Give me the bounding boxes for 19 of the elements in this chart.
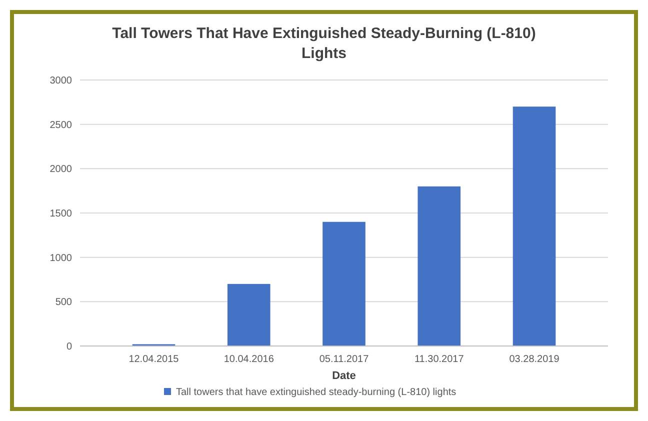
bar — [227, 284, 270, 346]
y-tick-label: 2000 — [50, 164, 72, 176]
y-tick-label: 3000 — [50, 76, 72, 86]
x-tick-label: 12.04.2015 — [128, 354, 180, 365]
x-tick-label: 05.11.2017 — [319, 354, 370, 365]
chart-title: Tall Towers That Have Extinguished Steady-Burning (L-810) Lights — [112, 25, 536, 62]
x-tick-label: 03.28.2019 — [509, 354, 560, 365]
bar — [418, 186, 461, 346]
legend-label: Tall towers that have extinguished steady-burning (L-810) lights — [176, 387, 456, 398]
y-tick-label: 1000 — [50, 252, 72, 264]
x-axis-title: Date — [332, 370, 356, 382]
x-tick-label: 10.04.2016 — [224, 354, 274, 365]
bar — [322, 222, 366, 346]
y-tick-label: 0 — [66, 342, 72, 352]
y-tick-label: 1500 — [50, 208, 72, 220]
y-tick-label: 500 — [55, 297, 72, 308]
bar — [512, 106, 556, 346]
x-tick-label: 11.30.2017 — [414, 354, 464, 365]
y-tick-label: 2500 — [50, 120, 72, 131]
